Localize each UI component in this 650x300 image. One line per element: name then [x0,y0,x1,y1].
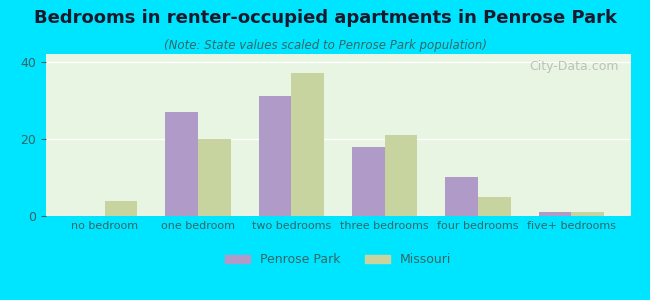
Bar [291,73,324,216]
Bar [539,212,571,216]
Text: City-Data.com: City-Data.com [529,61,619,74]
Legend: Penrose Park, Missouri: Penrose Park, Missouri [220,248,456,271]
Bar [571,212,604,216]
Bar [105,201,137,216]
Bar [198,139,231,216]
Bar [165,112,198,216]
Bar [259,96,291,216]
Text: Bedrooms in renter-occupied apartments in Penrose Park: Bedrooms in renter-occupied apartments i… [34,9,616,27]
Bar [385,135,417,216]
Bar [478,197,511,216]
Bar [352,147,385,216]
Bar [445,177,478,216]
Text: (Note: State values scaled to Penrose Park population): (Note: State values scaled to Penrose Pa… [164,39,486,52]
